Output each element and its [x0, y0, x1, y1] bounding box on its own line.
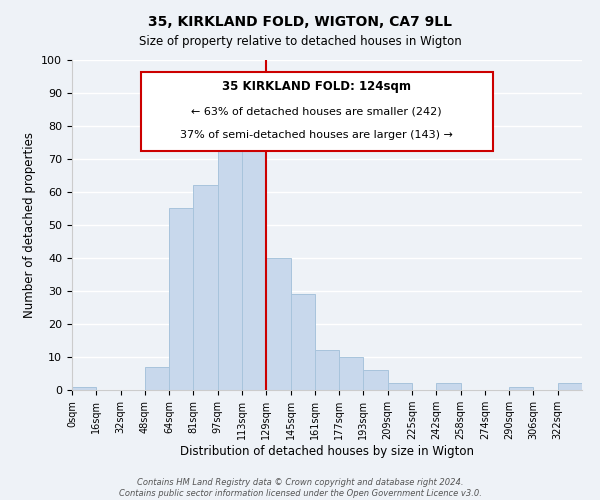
Text: Size of property relative to detached houses in Wigton: Size of property relative to detached ho… [139, 35, 461, 48]
Bar [169, 208, 193, 390]
Bar [193, 186, 218, 390]
FancyBboxPatch shape [141, 72, 493, 151]
Bar [218, 139, 242, 390]
Bar [266, 258, 290, 390]
Bar [558, 384, 582, 390]
Bar [242, 122, 266, 390]
Text: ← 63% of detached houses are smaller (242): ← 63% of detached houses are smaller (24… [191, 106, 442, 116]
Text: 37% of semi-detached houses are larger (143) →: 37% of semi-detached houses are larger (… [181, 130, 453, 140]
Bar [72, 386, 96, 390]
Bar [290, 294, 315, 390]
Y-axis label: Number of detached properties: Number of detached properties [23, 132, 36, 318]
X-axis label: Distribution of detached houses by size in Wigton: Distribution of detached houses by size … [180, 445, 474, 458]
Bar [364, 370, 388, 390]
Text: 35 KIRKLAND FOLD: 124sqm: 35 KIRKLAND FOLD: 124sqm [223, 80, 412, 94]
Text: 35, KIRKLAND FOLD, WIGTON, CA7 9LL: 35, KIRKLAND FOLD, WIGTON, CA7 9LL [148, 15, 452, 29]
Bar [388, 384, 412, 390]
Bar [339, 357, 364, 390]
Bar [436, 384, 461, 390]
Bar [509, 386, 533, 390]
Bar [145, 367, 169, 390]
Text: Contains HM Land Registry data © Crown copyright and database right 2024.
Contai: Contains HM Land Registry data © Crown c… [119, 478, 481, 498]
Bar [315, 350, 339, 390]
